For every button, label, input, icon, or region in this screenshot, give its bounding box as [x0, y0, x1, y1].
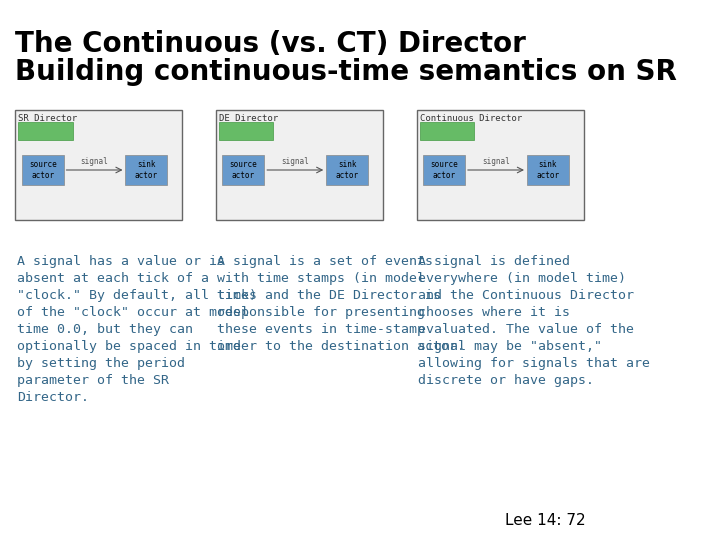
Text: Continuous Director: Continuous Director: [420, 114, 522, 123]
Text: DE Director: DE Director: [219, 114, 278, 123]
Text: source
actor: source actor: [29, 160, 57, 180]
Bar: [423, 155, 465, 185]
Bar: [326, 155, 368, 185]
Bar: [222, 155, 264, 185]
Text: sink
actor: sink actor: [135, 160, 158, 180]
Text: SR Director: SR Director: [19, 114, 78, 123]
Text: source
actor: source actor: [431, 160, 458, 180]
Bar: [19, 122, 73, 140]
Text: sink
actor: sink actor: [336, 160, 359, 180]
Bar: [219, 122, 274, 140]
Bar: [416, 110, 584, 220]
Bar: [527, 155, 569, 185]
Text: signal: signal: [81, 157, 109, 166]
Text: sink
actor: sink actor: [536, 160, 559, 180]
Text: Building continuous-time semantics on SR: Building continuous-time semantics on SR: [15, 58, 677, 86]
Bar: [420, 122, 474, 140]
Bar: [216, 110, 383, 220]
Text: source
actor: source actor: [230, 160, 257, 180]
Text: Lee 14: 72: Lee 14: 72: [505, 513, 585, 528]
Text: A signal is defined
everywhere (in model time)
and the Continuous Director
choos: A signal is defined everywhere (in model…: [418, 255, 650, 387]
Text: signal: signal: [282, 157, 309, 166]
Text: signal: signal: [482, 157, 510, 166]
Bar: [125, 155, 167, 185]
Text: A signal is a set of events
with time stamps (in model
time) and the DE Director: A signal is a set of events with time st…: [217, 255, 465, 353]
Text: A signal has a value or is
absent at each tick of a
"clock." By default, all tic: A signal has a value or is absent at eac…: [17, 255, 257, 404]
Bar: [15, 110, 182, 220]
Text: The Continuous (vs. CT) Director: The Continuous (vs. CT) Director: [15, 30, 526, 58]
Bar: [22, 155, 63, 185]
